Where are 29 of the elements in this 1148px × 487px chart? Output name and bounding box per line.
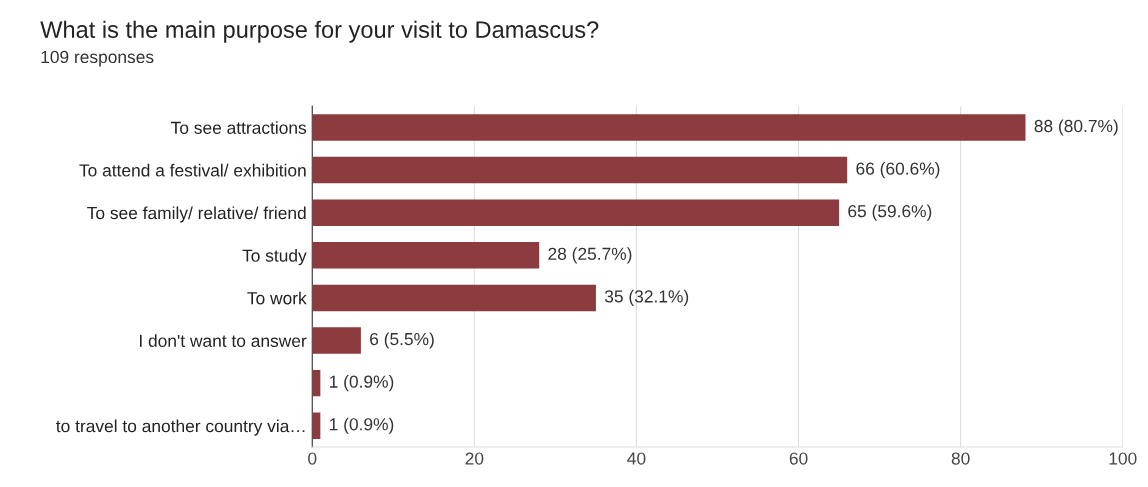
x-tick-label: 80 [951,452,970,465]
bar [312,284,596,312]
x-tick-label: 60 [789,452,808,465]
data-label: 88 (80.7%) [1034,119,1118,136]
bar [312,156,848,184]
x-tick-label: 20 [465,452,484,465]
data-label: 28 (25.7%) [548,247,632,264]
y-tick-label: To work [247,291,307,305]
data-label: 1 (0.9%) [330,417,394,434]
bar [312,327,361,354]
bar [312,199,840,226]
y-tick-label: To see attractions [171,121,307,134]
data-label: 65 (59.6%) [848,204,932,221]
data-label: 35 (32.1%) [604,289,689,307]
y-tick-label: To see family/ relative/ friend [87,206,306,223]
y-tick-label: I don't want to answer [139,334,307,347]
x-tick-label: 0 [308,452,317,465]
data-label: 66 (60.6%) [856,161,940,179]
data-label: 1 (0.9%) [330,375,394,392]
x-tick-label: 100 [1109,452,1137,465]
x-tick-label: 40 [627,452,646,465]
y-tick-label: To attend a festival/ exhibition [79,163,306,177]
chart-title: What is the main purpose for your visit to Damascus? [40,20,599,43]
bar [312,242,540,269]
bar [312,114,1026,141]
data-label: 6 (5.5%) [370,332,434,349]
y-tick-label: to travel to another country via… [56,419,305,436]
y-tick-label: To study [242,249,307,266]
text: 109 responses [41,50,154,67]
